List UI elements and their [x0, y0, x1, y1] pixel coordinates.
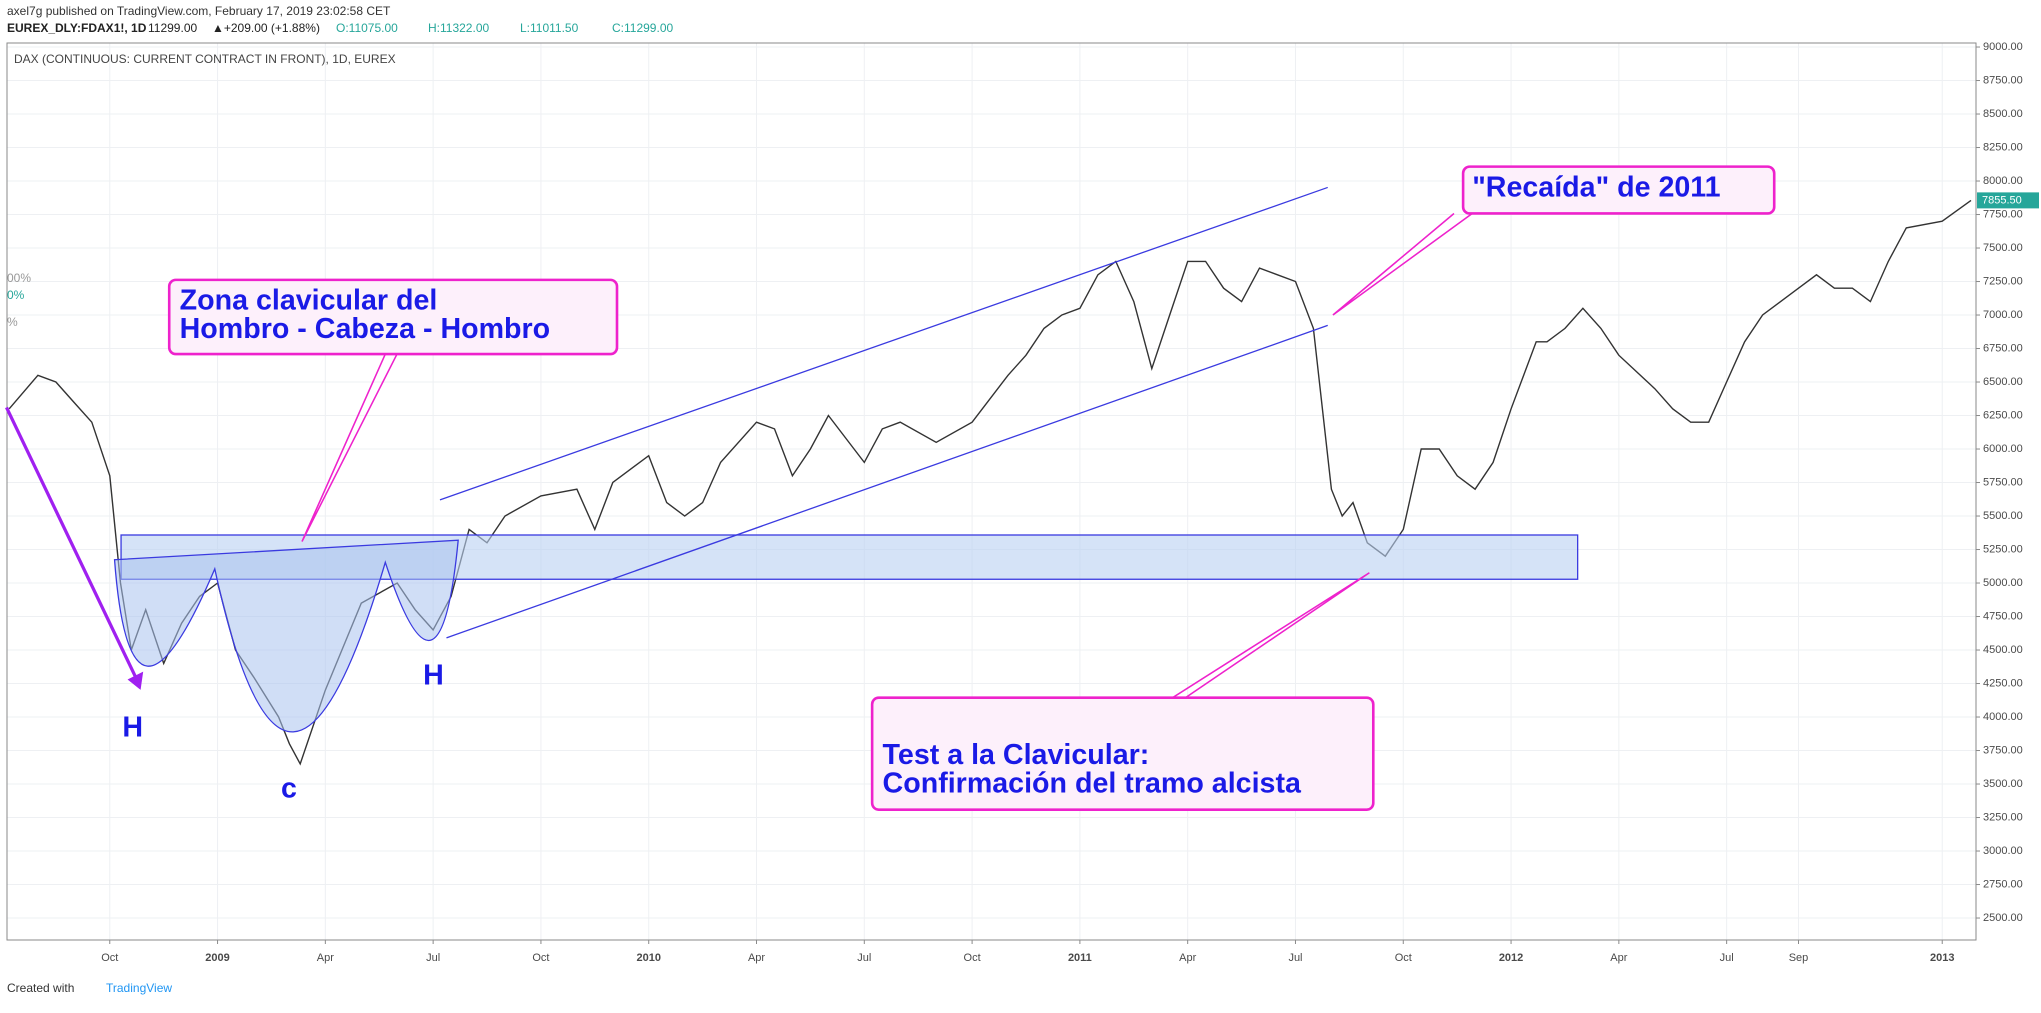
x-tick-label: 2010	[636, 952, 660, 964]
chart-title: DAX (CONTINUOUS: CURRENT CONTRACT IN FRO…	[14, 52, 396, 66]
x-tick-label: Oct	[964, 952, 981, 964]
head-shoulders-shape	[113, 539, 459, 733]
x-tick-label: Apr	[1610, 952, 1627, 964]
close: C:11299.00	[612, 21, 673, 35]
y-tick-label: 5250.00	[1983, 543, 2023, 555]
y-tick-label: 7500.00	[1983, 242, 2023, 254]
header-line: axel7g published on TradingView.com, Feb…	[7, 4, 391, 18]
y-tick-label: 6250.00	[1983, 409, 2023, 421]
y-tick-label: 2500.00	[1983, 912, 2023, 924]
y-tick-label: 8250.00	[1983, 141, 2023, 153]
y-tick-label: 7250.00	[1983, 275, 2023, 287]
last-price-tag	[1977, 192, 2039, 209]
y-tick-label: 8750.00	[1983, 74, 2023, 86]
y-tick-label: 6750.00	[1983, 342, 2023, 354]
x-tick-label: 2009	[205, 952, 229, 964]
fragment: 00%	[7, 271, 31, 285]
plot: 2500.00 2750.00 3000.00 3250.00 3500.00 3750.…	[7, 41, 2023, 964]
y-tick-label: 4250.00	[1983, 677, 2023, 689]
y-tick-label: 3500.00	[1983, 778, 2023, 790]
x-tick-label: Apr	[748, 952, 765, 964]
x-tick-label: Apr	[317, 952, 334, 964]
callout-line	[1332, 212, 1473, 316]
callouts	[301, 212, 1473, 737]
annotation-box	[870, 696, 1375, 811]
x-tick-label: 2012	[1499, 952, 1523, 964]
y-tick-label: 7000.00	[1983, 309, 2023, 321]
y-tick-label: 3250.00	[1983, 811, 2023, 823]
x-tick-label: Jul	[426, 952, 440, 964]
arrow	[5, 406, 140, 683]
y-tick-label: 8500.00	[1983, 108, 2023, 120]
annotation-box	[1461, 165, 1776, 215]
y-tick-label: 4750.00	[1983, 610, 2023, 622]
symbol: EUREX_DLY:FDAX1!, 1D	[7, 21, 147, 35]
x-tick-label: Sep	[1789, 952, 1809, 964]
x-tick-label: Apr	[1179, 952, 1196, 964]
channel-line	[439, 186, 1328, 501]
fragment: 0%	[7, 288, 25, 302]
x-tick-label: 2013	[1930, 952, 1954, 964]
callout-line	[1112, 572, 1370, 737]
y-tick-label: 2750.00	[1983, 878, 2023, 890]
pattern-label: H	[423, 659, 444, 691]
x-tick-label: Jul	[857, 952, 871, 964]
y-tick-label: 4000.00	[1983, 711, 2023, 723]
high: H:11322.00	[428, 21, 489, 35]
callout-line	[301, 353, 398, 542]
y-tick-label: 6500.00	[1983, 376, 2023, 388]
fragment: %	[7, 315, 18, 329]
y-tick-label: 5000.00	[1983, 577, 2023, 589]
y-tick-label: 7750.00	[1983, 208, 2023, 220]
footer-text: Created with	[7, 981, 74, 995]
annotation-text: Zona clavicular del	[180, 285, 438, 317]
x-tick-label: Oct	[101, 952, 118, 964]
y-tick-label: 5500.00	[1983, 510, 2023, 522]
y-tick-label: 9000.00	[1983, 41, 2023, 53]
annotation-text: Confirmación del tramo alcista	[883, 767, 1302, 799]
low: L:11011.50	[520, 21, 579, 35]
annotation-text: Hombro - Cabeza - Hombro	[180, 313, 551, 345]
y-tick-label: 4500.00	[1983, 644, 2023, 656]
drawings: Zona clavicular del Hombro - Cabeza - Ho…	[5, 165, 1776, 811]
y-tick-label: 8000.00	[1983, 175, 2023, 187]
price-line	[8, 199, 1972, 766]
annotation-text: Test a la Clavicular:	[883, 739, 1150, 771]
channel-line	[446, 324, 1328, 639]
annotation-text: "Recaída" de 2011	[1472, 171, 1720, 203]
y-tick-label: 3750.00	[1983, 744, 2023, 756]
price: 11299.00	[148, 21, 197, 35]
header-quote: EUREX_DLY:FDAX1!, 1D 11299.00 ▲+209.00 (…	[7, 21, 673, 35]
pattern-label: H	[122, 712, 143, 744]
y-tick-label: 3000.00	[1983, 845, 2023, 857]
footer-brand[interactable]: TradingView	[106, 981, 172, 995]
last-price-label: 7855.50	[1982, 194, 2022, 206]
open: O:11075.00	[336, 21, 398, 35]
x-tick-label: Oct	[1395, 952, 1412, 964]
y-tick-label: 6000.00	[1983, 443, 2023, 455]
pattern-label: c	[281, 773, 297, 805]
y-tick-label: 5750.00	[1983, 476, 2023, 488]
change: ▲+209.00 (+1.88%)	[212, 21, 320, 35]
x-tick-label: Jul	[1288, 952, 1302, 964]
x-tick-label: Oct	[532, 952, 549, 964]
x-tick-label: Jul	[1720, 952, 1734, 964]
x-tick-label: 2011	[1068, 952, 1092, 964]
arrow-head	[127, 671, 144, 690]
annotation-box	[167, 278, 619, 356]
